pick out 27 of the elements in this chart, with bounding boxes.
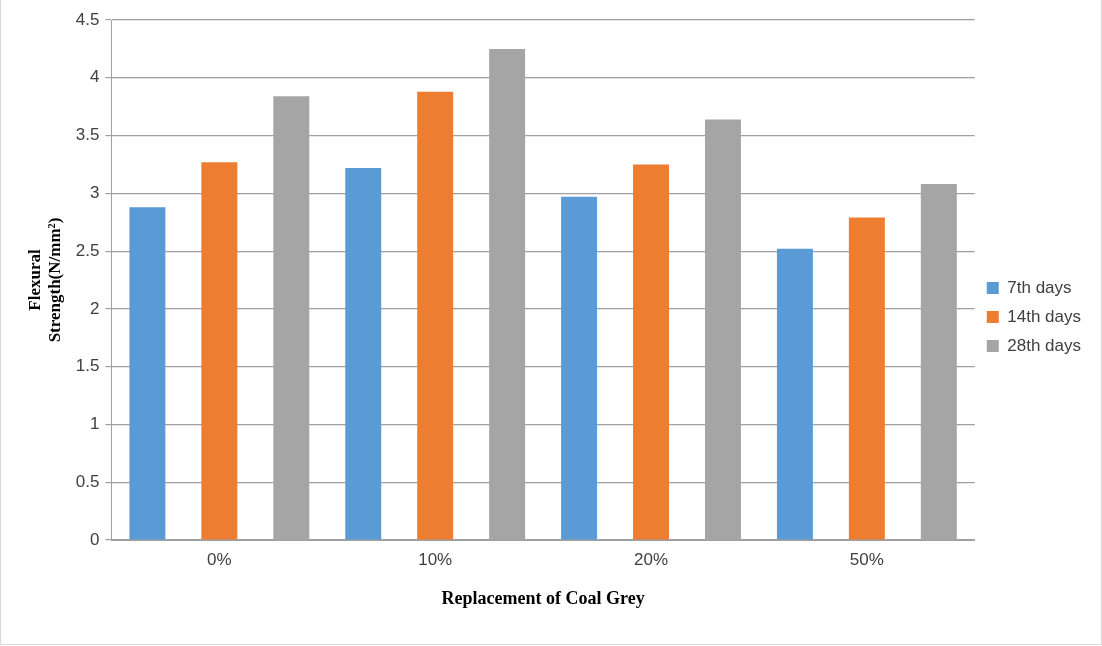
y-axis-title: Flexural Strength(N/mm²)	[24, 217, 64, 343]
y-tick-label: 3.5	[75, 125, 100, 145]
y-tick-label: 1.5	[75, 356, 100, 376]
bar	[776, 248, 813, 540]
x-tick-label: 50%	[849, 549, 884, 569]
x-tick-label: 0%	[207, 549, 232, 569]
x-tick-label: 10%	[418, 549, 453, 569]
x-axis-title: Replacement of Coal Grey	[441, 587, 645, 608]
bar	[345, 167, 382, 540]
y-tick-label: 3	[89, 183, 100, 203]
bar	[201, 162, 238, 540]
bar	[633, 164, 670, 540]
y-tick-label: 4.5	[75, 9, 100, 29]
bar	[129, 207, 166, 540]
bar	[848, 217, 885, 540]
y-tick-label: 4	[89, 67, 100, 87]
legend-label: 7th days	[1007, 277, 1072, 297]
bar	[417, 91, 454, 540]
legend-label: 28th days	[1007, 335, 1082, 355]
legend-label: 14th days	[1007, 306, 1082, 326]
y-tick-label: 0.5	[75, 471, 100, 491]
bar	[561, 196, 598, 540]
y-tick-label: 0	[89, 529, 100, 549]
y-tick-label: 1	[89, 414, 100, 434]
x-tick-label: 20%	[634, 549, 669, 569]
y-tick-label: 2.5	[75, 240, 100, 260]
y-tick-label: 2	[89, 298, 100, 318]
